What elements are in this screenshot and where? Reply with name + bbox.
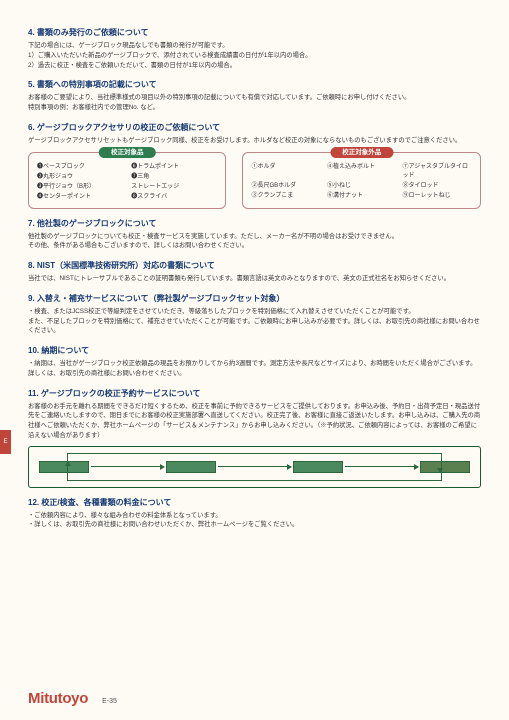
flow-top-connector	[67, 453, 442, 454]
section-10-title: 10. 納期について	[28, 345, 481, 357]
section-11-body: お客様のお手元を離れる期間をできるだけ短くするため、校正を事前に予約できるサービ…	[28, 402, 481, 441]
text-line: また、不足したブロックを特別価格にて、補充させていただくことが可能です。ご依頼時…	[28, 317, 481, 337]
flow-top-arrowhead	[437, 468, 443, 473]
box1-grid: ❶ベースブロック ❻トラムポイント ❷丸形ジョウ ❼三角 ❸平行ジョウ（B形） …	[37, 163, 217, 202]
flow-bottom-arrowhead	[65, 461, 71, 466]
text-line: 2）過去に校正・検査をご依頼いただいて、書類の日付が1年以内の場合。	[28, 61, 481, 71]
text-line: その他、条件がある場合もございますので、詳しくはお問い合わせください。	[28, 241, 481, 251]
section-4-title: 4. 書類のみ発行のご依頼について	[28, 27, 481, 39]
box-item: ❹センターポイント	[37, 193, 123, 202]
section-8-title: 8. NIST（米国標準技術研究所）対応の書類について	[28, 260, 481, 272]
text-line: お客様のお手元を離れる期間をできるだけ短くするため、校正を事前に予約できるサービ…	[28, 402, 481, 441]
box-item: ②長尺GBホルダ	[251, 182, 321, 191]
calibration-excluded-box: 校正対象外品 ①ホルダ ④植え込みボルト ⑦アジャスタブルタイロッド ②長尺GB…	[242, 152, 481, 209]
calibration-target-box: 校正対象品 ❶ベースブロック ❻トラムポイント ❷丸形ジョウ ❼三角 ❸平行ジョ…	[28, 152, 226, 209]
flow-arrow	[345, 466, 418, 467]
flow-node-office	[293, 461, 343, 473]
flow-row	[39, 461, 470, 473]
section-12-body: ・ご依頼内容により、様々な組み合わせの料金体系となっています。 ・詳しくは、お取…	[28, 511, 481, 531]
box-item: ❷丸形ジョウ	[37, 173, 123, 182]
box-item: ❼三角	[131, 173, 217, 182]
section-9-title: 9. 入替え・補充サービスについて（弊社製ゲージブロックセット対象）	[28, 293, 481, 305]
box-item: ⑦アジャスタブルタイロッド	[402, 163, 472, 181]
flow-node-dealer	[166, 461, 216, 473]
section-7-body: 他社製のゲージブロックについても校正・検査サービスを実施しています。ただし、メー…	[28, 232, 481, 252]
box-item: ❶ベースブロック	[37, 163, 123, 172]
flow-bottom-connector	[67, 480, 442, 481]
text-line: 特別事項の例：お客様社内での管理No. など。	[28, 103, 481, 113]
text-line: ・ご依頼内容により、様々な組み合わせの料金体系となっています。	[28, 511, 481, 521]
box-item: ①ホルダ	[251, 163, 321, 181]
box-item: ⑤小ねじ	[327, 182, 397, 191]
section-8-body: 当社では、NISTにトレーサブルであることの証明書類も発行しています。書類言語は…	[28, 274, 481, 284]
footer: Mitutoyo E-35	[28, 688, 117, 711]
box-item: ストレートエッジ	[131, 183, 217, 192]
text-line: ・詳しくは、お取引先の商社様にお問い合わせいただくか、弊社ホームページをご覧くだ…	[28, 520, 481, 530]
flow-arrow	[91, 466, 164, 467]
section-6-body: ゲージブロックアクセサリセットもゲージブロック同様、校正をお受けします。ホルダな…	[28, 136, 481, 146]
text-line: ・検査、またはJCSS校正で等級判定をさせていただき、等級落ちしたブロックを特別…	[28, 307, 481, 317]
accessory-boxes: 校正対象品 ❶ベースブロック ❻トラムポイント ❷丸形ジョウ ❼三角 ❸平行ジョ…	[28, 152, 481, 209]
section-6-title: 6. ゲージブロックアクセサリの校正のご依頼について	[28, 122, 481, 134]
text-line: お客様のご要望により、当社標準様式の項目以外の特別事項の記載についても有償で対応…	[28, 93, 481, 103]
section-9-body: ・検査、またはJCSS校正で等級判定をさせていただき、等級落ちしたブロックを特別…	[28, 307, 481, 336]
box2-grid: ①ホルダ ④植え込みボルト ⑦アジャスタブルタイロッド ②長尺GBホルダ ⑤小ね…	[251, 163, 472, 201]
box-item: ③クランプこま	[251, 192, 321, 201]
text-line: ゲージブロックアクセサリセットもゲージブロック同様、校正をお受けします。ホルダな…	[28, 136, 481, 146]
section-5-body: お客様のご要望により、当社標準様式の項目以外の特別事項の記載についても有償で対応…	[28, 93, 481, 113]
text-line: 下記の場合には、ゲージブロック現品なしでも書類の発行が可能です。	[28, 41, 481, 51]
section-12-title: 12. 校正/検査、各種書類の料金について	[28, 497, 481, 509]
flow-node-customer	[39, 461, 89, 473]
box-item: ⑧タイロッド	[402, 182, 472, 191]
section-5-title: 5. 書類への特別事項の記載について	[28, 79, 481, 91]
section-7-title: 7. 他社製のゲージブロックについて	[28, 218, 481, 230]
section-11-title: 11. ゲージブロックの校正予約サービスについて	[28, 388, 481, 400]
box-label-red: 校正対象外品	[330, 147, 393, 159]
box-label-green: 校正対象品	[99, 147, 156, 159]
side-tab: E	[0, 430, 11, 454]
section-10-body: ・納期は、当社がゲージブロック校正依頼品の現品をお預かりしてから約3週間です。測…	[28, 359, 481, 379]
text-line: ・納期は、当社がゲージブロック校正依頼品の現品をお預かりしてから約3週間です。測…	[28, 359, 481, 379]
flow-node-calibration	[420, 461, 470, 473]
text-line: 当社では、NISTにトレーサブルであることの証明書類も発行しています。書類言語は…	[28, 274, 481, 284]
box-item: ❸平行ジョウ（B形）	[37, 183, 123, 192]
box-item: ⑥溝付ナット	[327, 192, 397, 201]
page-number: E-35	[102, 697, 117, 708]
text-line: 他社製のゲージブロックについても校正・検査サービスを実施しています。ただし、メー…	[28, 232, 481, 242]
box-item: ⑨ローレットねじ	[402, 192, 472, 201]
text-line: 1）ご購入いただいた新品のゲージブロックで、添付されている検査成績書の日付が1年…	[28, 51, 481, 61]
box-item: ④植え込みボルト	[327, 163, 397, 181]
box-item: ❽スクライバ	[131, 193, 217, 202]
flow-arrow	[218, 466, 291, 467]
box-item: ❻トラムポイント	[131, 163, 217, 172]
flow-diagram	[28, 446, 481, 488]
section-4-body: 下記の場合には、ゲージブロック現品なしでも書類の発行が可能です。 1）ご購入いた…	[28, 41, 481, 70]
mitutoyo-logo: Mitutoyo	[28, 688, 88, 711]
